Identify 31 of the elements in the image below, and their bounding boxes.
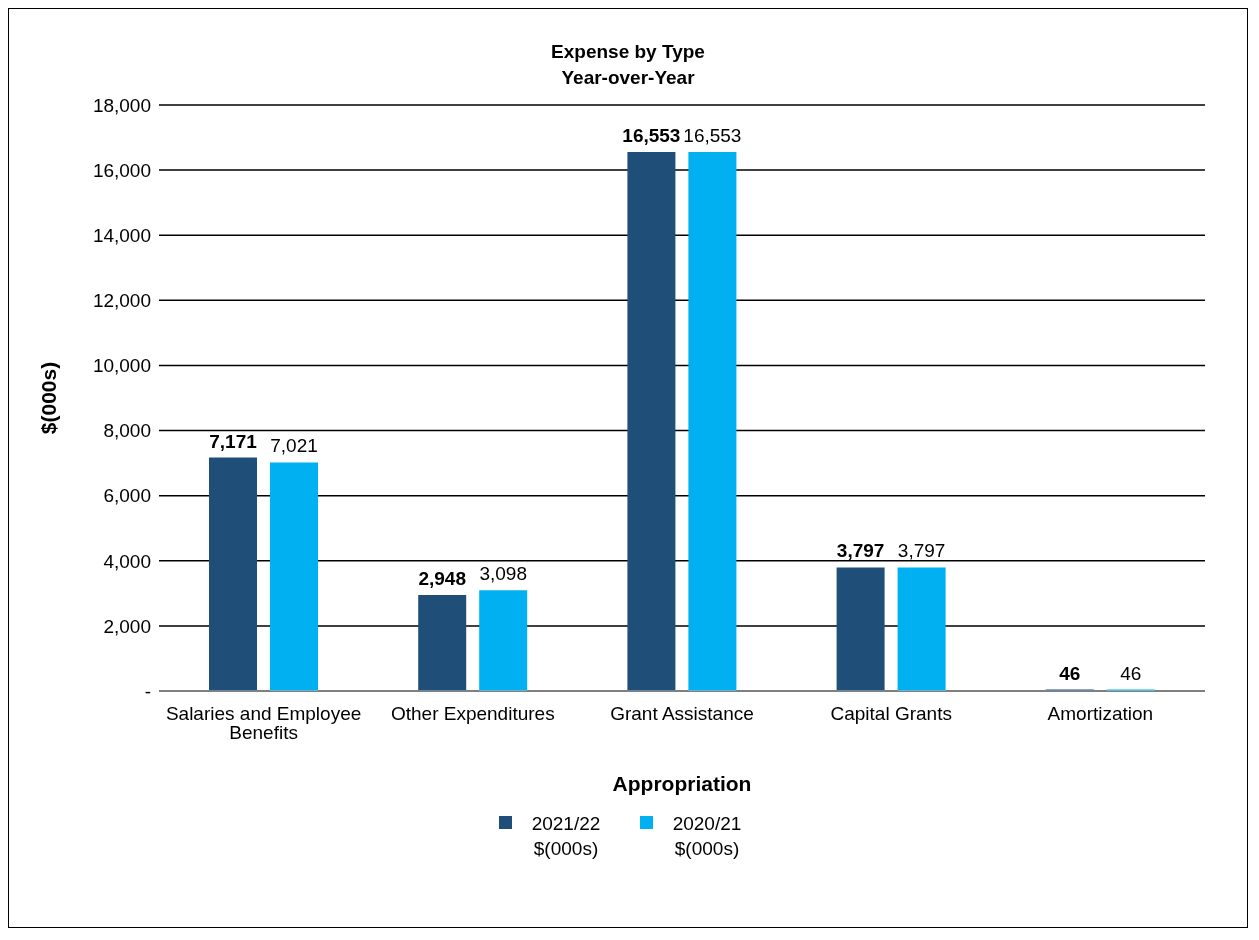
data-label: 46: [1120, 662, 1142, 684]
legend-label: 2020/21 $(000s): [671, 812, 743, 861]
y-axis-title: $(000s): [37, 361, 61, 435]
data-label: 3,797: [897, 540, 946, 562]
x-tick-label: Other Expenditures: [390, 703, 555, 725]
y-tick-label: 12,000: [92, 290, 151, 312]
y-tick-label: 6,000: [103, 485, 151, 507]
chart-title: Expense by Type: [550, 40, 706, 64]
data-label: 3,797: [836, 540, 885, 562]
data-label: 7,021: [270, 435, 318, 457]
y-tick-label: 4,000: [103, 550, 151, 572]
data-label: 16,553: [683, 125, 742, 147]
y-tick-label: 16,000: [92, 159, 151, 181]
y-tick-label: -: [144, 680, 151, 702]
y-tick-label: 18,000: [92, 94, 151, 116]
x-tick-label: Grant Assistance: [610, 703, 754, 725]
chart-subtitle: Year-over-Year: [560, 66, 696, 90]
y-tick-label: 10,000: [92, 355, 151, 377]
data-label: 46: [1059, 662, 1081, 684]
y-tick-label: 2,000: [103, 615, 151, 637]
data-label: 3,098: [479, 563, 527, 585]
legend-label: 2021/22 $(000s): [530, 812, 602, 861]
y-tick-label: 8,000: [103, 420, 151, 442]
x-tick-label: Capital Grants: [830, 703, 952, 725]
x-tick-label: Salaries and Employee Benefits: [165, 703, 362, 744]
x-tick-label: Amortization: [1047, 703, 1154, 725]
data-label: 2,948: [418, 568, 466, 590]
y-tick-label: 14,000: [92, 224, 151, 246]
data-label: 7,171: [209, 430, 258, 452]
x-axis-title: Appropriation: [612, 772, 752, 795]
data-label: 16,553: [622, 125, 681, 147]
